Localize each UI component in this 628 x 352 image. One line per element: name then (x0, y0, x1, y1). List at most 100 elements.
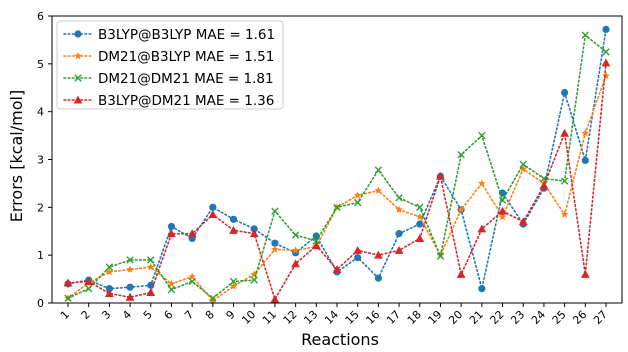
y-tick-label: 3 (37, 154, 44, 167)
data-point (519, 165, 528, 173)
data-point (395, 194, 403, 202)
data-point (395, 205, 403, 213)
data-point (560, 177, 569, 185)
x-tick-label: 6 (161, 308, 175, 322)
data-point (250, 276, 258, 284)
x-tick-label: 15 (343, 308, 362, 327)
data-point (395, 230, 403, 238)
x-tick-label: 7 (182, 308, 196, 322)
data-point (580, 269, 590, 278)
data-point (291, 246, 300, 254)
x-tick-label: 8 (203, 308, 217, 322)
x-tick-label: 9 (224, 308, 238, 322)
x-tick-label: 23 (508, 308, 527, 327)
data-point (374, 186, 383, 194)
data-point (581, 31, 590, 39)
data-point (146, 263, 155, 271)
legend-entry: DM21@B3LYP MAE = 1.51 (63, 49, 274, 65)
data-point (333, 203, 341, 212)
data-point (456, 269, 466, 278)
y-tick-label: 0 (37, 297, 44, 310)
x-tick-label: 12 (281, 308, 300, 327)
x-tick-label: 4 (120, 308, 134, 322)
x-axis-label: Reactions (301, 330, 379, 348)
data-point (209, 294, 217, 302)
data-point (167, 279, 176, 288)
data-point (125, 292, 135, 301)
data-point (229, 225, 238, 234)
legend-entry: DM21@DM21 MAE = 1.81 (63, 71, 274, 87)
x-tick-label: 22 (488, 308, 507, 327)
legend-marker (74, 30, 82, 38)
data-point (104, 289, 114, 297)
data-point (312, 237, 321, 245)
data-point (374, 166, 383, 174)
x-tick-label: 10 (239, 308, 258, 327)
data-point (229, 282, 238, 290)
data-point (291, 231, 300, 239)
data-point (457, 205, 465, 213)
y-tick-label: 4 (37, 106, 44, 119)
data-point (602, 25, 610, 33)
legend-label: DM21@DM21 MAE = 1.81 (98, 71, 274, 87)
data-point (540, 174, 548, 183)
data-point (415, 234, 425, 242)
data-point (354, 253, 362, 262)
data-point (478, 131, 486, 140)
series-3 (64, 31, 610, 302)
x-tick-label: 3 (99, 308, 113, 322)
x-tick-label: 25 (550, 308, 569, 327)
x-tick-label: 27 (591, 308, 610, 327)
data-point (188, 277, 196, 286)
data-point (394, 245, 404, 254)
data-point (167, 222, 176, 231)
x-tick-label: 5 (141, 308, 155, 322)
data-point (126, 283, 134, 291)
data-point (188, 272, 196, 280)
legend-label: B3LYP@DM21 MAE = 1.36 (98, 93, 274, 109)
y-tick-label: 1 (37, 249, 44, 262)
data-point (478, 285, 486, 293)
data-point (353, 191, 362, 199)
y-tick-label: 2 (37, 201, 44, 214)
x-tick-label: 20 (446, 308, 465, 327)
y-axis-label: Errors [kcal/mol] (7, 90, 26, 222)
x-tick-label: 26 (570, 308, 589, 327)
x-tick-label: 14 (322, 308, 341, 327)
x-tick-label: 21 (467, 308, 486, 327)
data-point (249, 229, 259, 238)
data-point (229, 215, 238, 223)
data-point (518, 217, 528, 226)
x-tick-label: 24 (529, 308, 548, 327)
x-tick-label: 16 (363, 308, 382, 327)
data-point (105, 263, 114, 271)
data-point (209, 203, 217, 211)
legend-entry: B3LYP@B3LYP MAE = 1.61 (63, 27, 275, 43)
x-tick-label: 1 (58, 308, 72, 322)
series-4 (63, 58, 611, 303)
data-point (416, 203, 424, 212)
data-point (208, 210, 218, 219)
data-point (64, 294, 72, 302)
data-point (581, 156, 589, 165)
data-point (353, 245, 363, 254)
data-point (498, 196, 507, 204)
x-tick-label: 11 (260, 308, 279, 327)
data-point (270, 294, 280, 303)
data-point (271, 245, 279, 253)
data-point (457, 151, 465, 159)
data-point (105, 267, 114, 276)
data-point (602, 48, 610, 56)
data-point (416, 220, 424, 228)
data-point (374, 274, 382, 282)
legend-marker (74, 52, 82, 60)
y-tick-label: 5 (37, 58, 44, 71)
data-point (353, 198, 362, 207)
data-point (250, 225, 258, 233)
legend-label: DM21@B3LYP MAE = 1.51 (98, 49, 274, 65)
data-point (84, 284, 93, 293)
data-point (146, 288, 156, 296)
legend-marker (74, 74, 82, 82)
